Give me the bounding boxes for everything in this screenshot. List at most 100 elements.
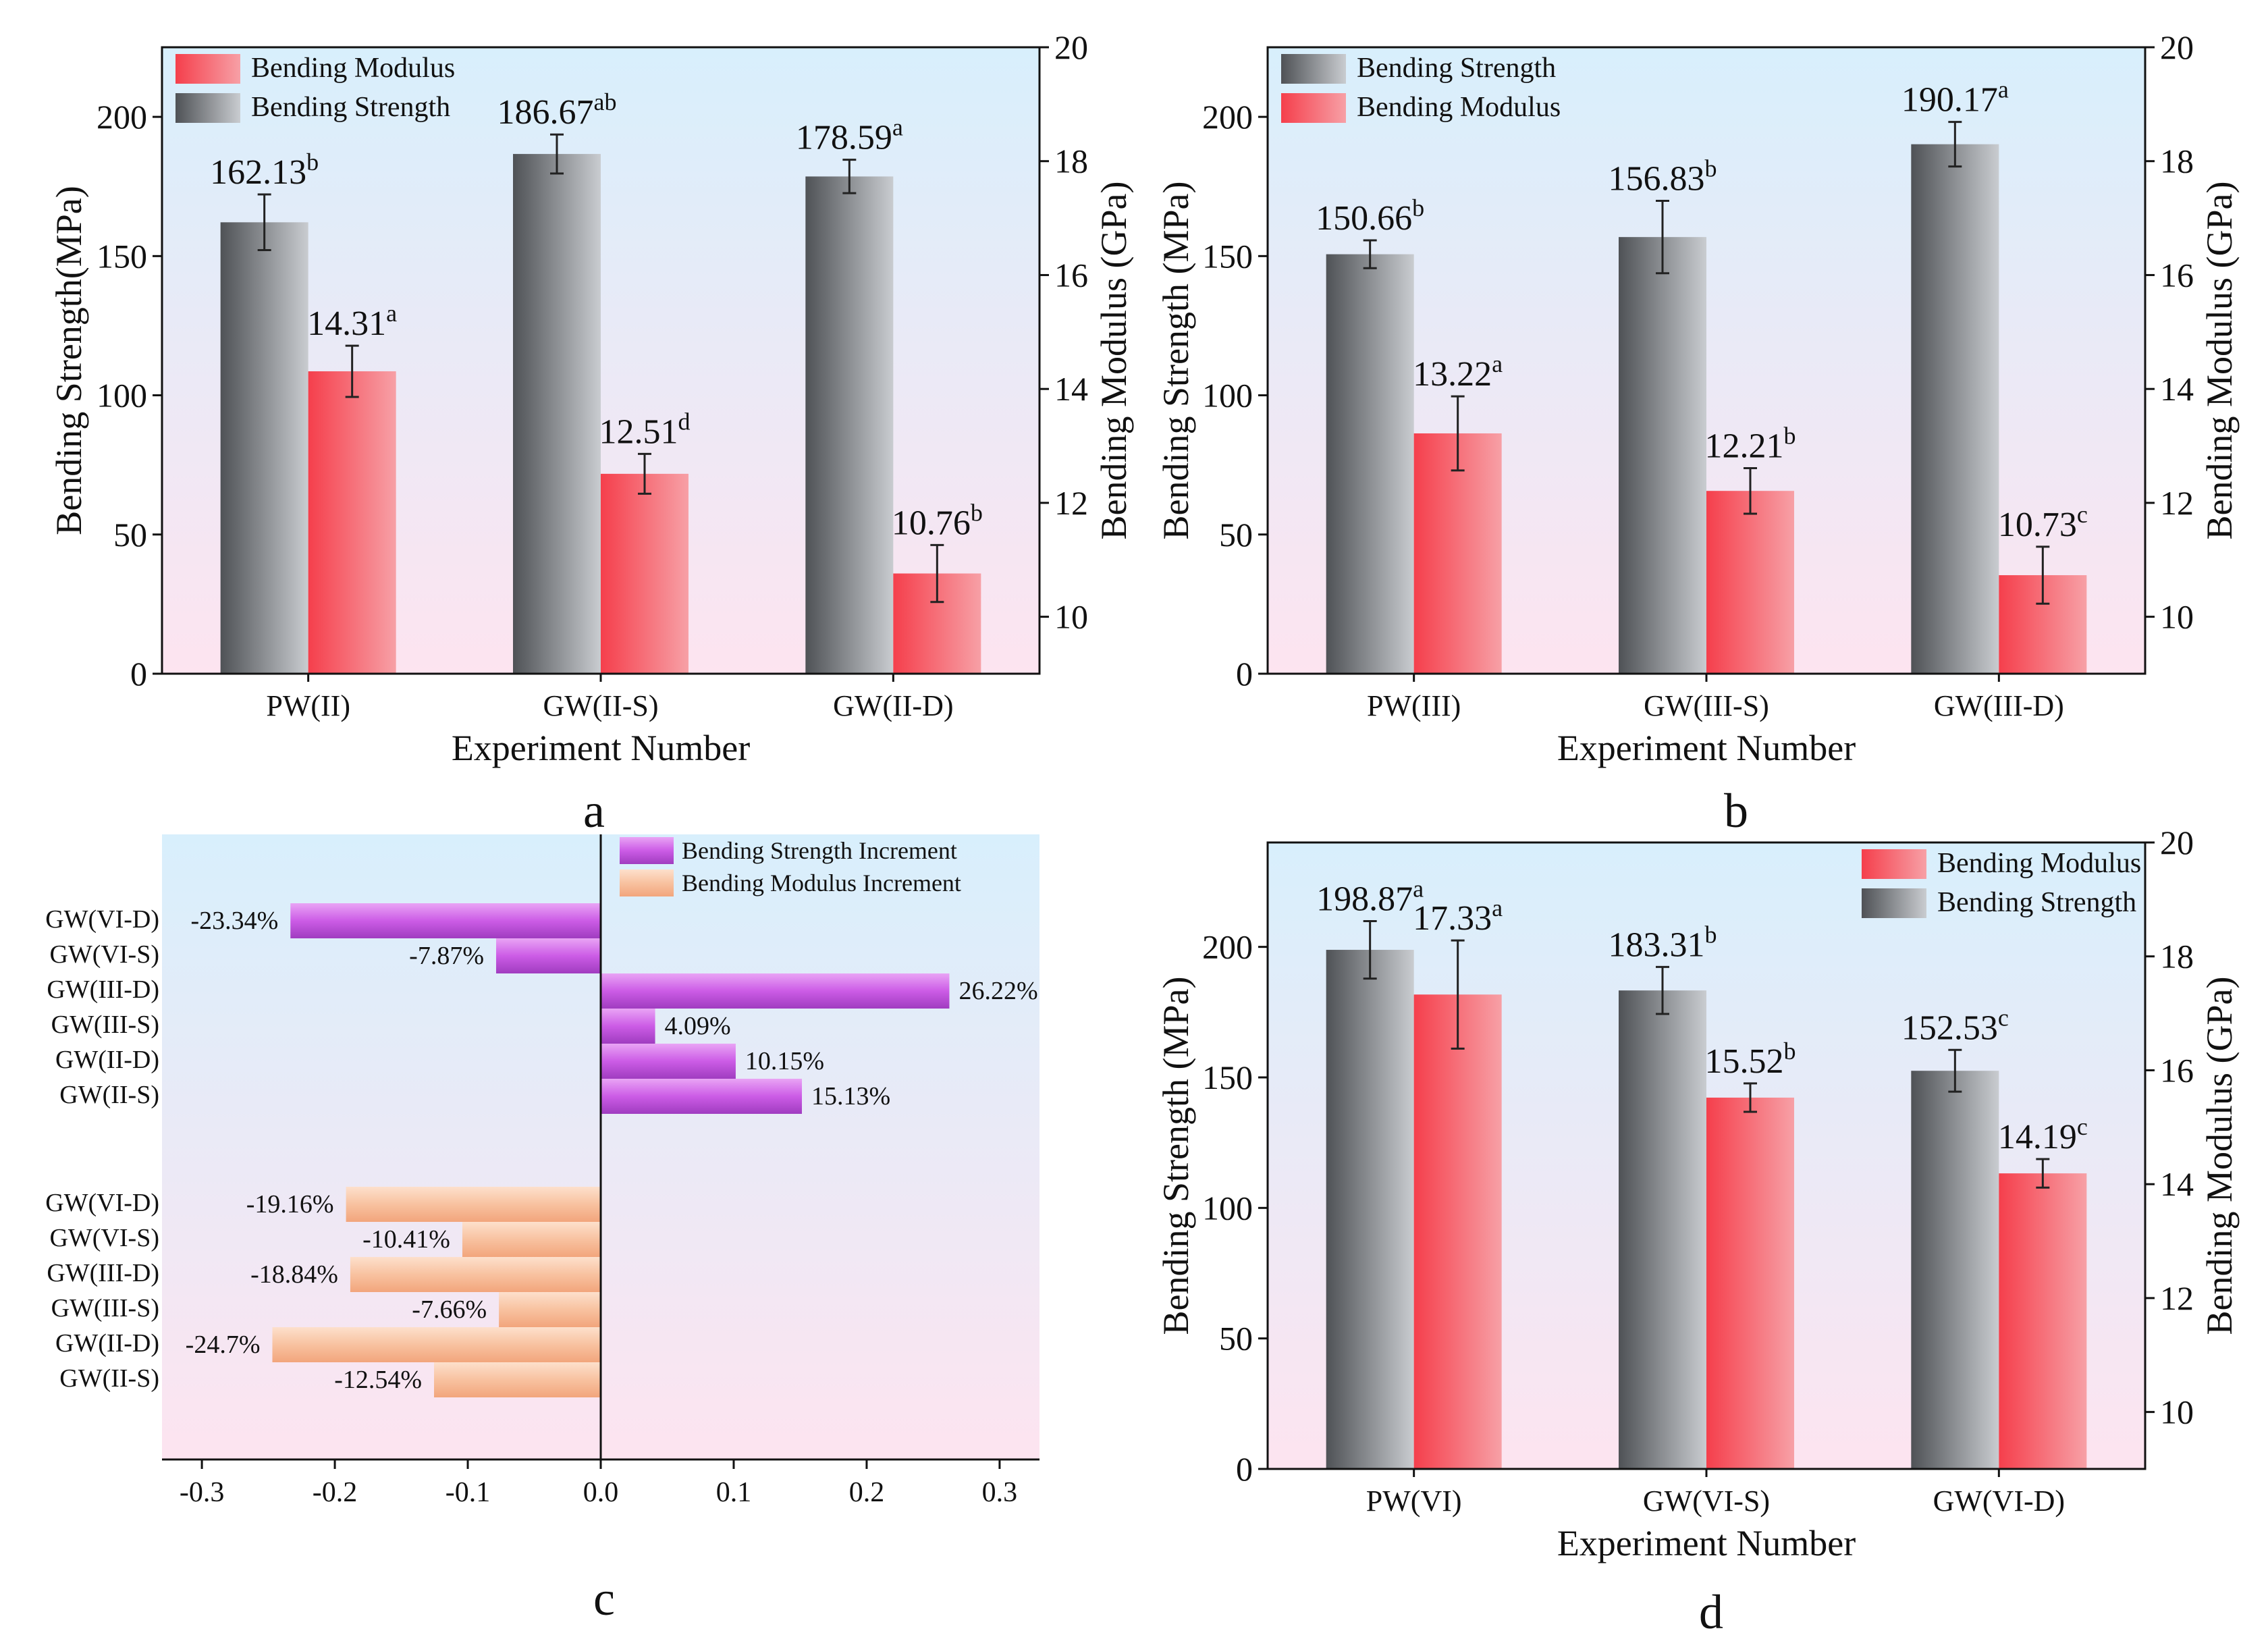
- strength-value: 186.67: [497, 93, 594, 132]
- modulus-data-label: 15.52b: [1705, 1038, 1796, 1081]
- modulus-increment-value-label: -18.84%: [250, 1260, 338, 1289]
- modulus-significance: d: [678, 408, 691, 435]
- strength-increment-value-label: 10.15%: [745, 1047, 824, 1075]
- x-axis-title: Experiment Number: [1557, 728, 1856, 768]
- strength-bar: [1911, 144, 1999, 674]
- modulus-significance: a: [1492, 894, 1503, 921]
- modulus-bar: [1999, 1173, 2087, 1469]
- modulus-value: 12.51: [599, 412, 678, 451]
- strength-data-label: 162.13b: [210, 149, 319, 192]
- x-tick-label: GW(VI-D): [1933, 1484, 2065, 1518]
- y-left-axis-title: Bending Strength (MPa): [1156, 977, 1196, 1335]
- panel-label-a: a: [583, 784, 605, 838]
- y-left-tick-label: 150: [1202, 1058, 1253, 1096]
- strength-significance: b: [1705, 155, 1717, 182]
- y-left-tick-label: 50: [113, 516, 147, 554]
- modulus-increment-bar: [462, 1222, 601, 1257]
- modulus-value: 14.31: [307, 304, 386, 343]
- legend-label-strength: Bending Strength: [251, 92, 450, 123]
- y-left-tick-label: 150: [97, 237, 147, 275]
- modulus-data-label: 10.73c: [1998, 501, 2088, 544]
- legend-swatch-modulus: [1281, 93, 1346, 123]
- x-axis-title: Experiment Number: [452, 728, 750, 768]
- y-right-tick-label: 16: [2160, 256, 2194, 294]
- category-label: GW(VI-D): [45, 1189, 159, 1217]
- modulus-value: 12.21: [1705, 427, 1784, 465]
- category-label: GW(II-S): [59, 1081, 159, 1109]
- modulus-data-label: 17.33a: [1413, 894, 1503, 938]
- strength-significance: b: [306, 149, 319, 176]
- strength-increment-bar: [495, 938, 601, 973]
- strength-data-label: 190.17a: [1901, 76, 2009, 119]
- y-right-tick-label: 18: [1054, 142, 1088, 180]
- y-right-tick-label: 14: [2160, 370, 2194, 408]
- strength-data-label: 156.83b: [1609, 155, 1717, 198]
- modulus-increment-value-label: -7.66%: [412, 1295, 487, 1324]
- x-tick-label: GW(III-S): [1644, 689, 1769, 722]
- legend-label-strength: Bending Strength: [1357, 53, 1556, 84]
- panel-c-chart: GW(VI-D) -23.34% GW(VI-S) -7.87% GW(III-D) 26…: [45, 834, 1040, 1626]
- y-left-tick-label: 50: [1219, 516, 1253, 554]
- panel-a-chart: 162.13b14.31aPW(II)186.67ab12.51dGW(II-S…: [49, 28, 1134, 838]
- legend-label-strength: Bending Strength: [1937, 887, 2136, 918]
- panel-label-d: d: [1699, 1585, 1723, 1635]
- modulus-increment-bar: [346, 1187, 601, 1222]
- legend-label-modulus: Bending Modulus: [251, 53, 455, 84]
- strength-significance: a: [892, 114, 903, 141]
- modulus-significance: c: [2077, 501, 2088, 528]
- x-tick-label: -0.3: [180, 1477, 225, 1508]
- strength-increment-bar: [601, 1044, 736, 1079]
- x-tick-label: PW(III): [1367, 689, 1461, 722]
- strength-value: 162.13: [210, 153, 306, 192]
- strength-data-label: 150.66b: [1316, 194, 1424, 238]
- y-right-tick-label: 20: [2160, 28, 2194, 66]
- modulus-increment-value-label: -24.7%: [186, 1331, 261, 1359]
- x-tick-label: 0.1: [716, 1477, 752, 1508]
- strength-increment-value-label: -23.34%: [190, 907, 278, 935]
- y-left-tick-label: 0: [130, 655, 147, 693]
- panel-b-chart: 150.66b13.22aPW(III)156.83b12.21bGW(III-…: [1156, 28, 2240, 838]
- category-label: GW(VI-S): [49, 1224, 159, 1252]
- y-right-tick-label: 20: [1054, 28, 1088, 66]
- modulus-significance: b: [971, 499, 983, 526]
- y-left-tick-label: 0: [1236, 1450, 1253, 1488]
- y-right-tick-label: 18: [2160, 142, 2194, 180]
- strength-significance: b: [1705, 921, 1717, 948]
- legend-swatch-modulus: [176, 54, 240, 84]
- category-label: GW(II-S): [59, 1364, 159, 1393]
- x-tick-label: GW(II-D): [833, 689, 953, 722]
- y-right-tick-label: 12: [1054, 484, 1088, 522]
- modulus-significance: c: [2077, 1113, 2088, 1140]
- strength-increment-value-label: 4.09%: [665, 1012, 731, 1040]
- y-right-tick-label: 10: [1054, 598, 1088, 636]
- category-label: GW(III-S): [51, 1294, 159, 1322]
- y-right-tick-label: 10: [2160, 598, 2194, 636]
- y-right-tick-label: 12: [2160, 484, 2194, 522]
- legend-swatch-strength: [1862, 888, 1926, 918]
- plot-frame: [161, 46, 1041, 675]
- y-left-tick-label: 200: [1202, 98, 1253, 136]
- modulus-value: 14.19: [1998, 1118, 2077, 1156]
- panel-label-b: b: [1724, 784, 1748, 838]
- strength-increment-bar: [601, 1009, 655, 1044]
- strength-bar: [1619, 990, 1706, 1469]
- x-axis-title: Experiment Number: [1557, 1523, 1856, 1563]
- category-label: GW(III-S): [51, 1011, 159, 1039]
- strength-value: 152.53: [1901, 1009, 1998, 1047]
- y-right-axis-title: Bending Modulus (GPa): [2199, 977, 2240, 1335]
- category-label: GW(III-D): [47, 975, 159, 1004]
- strength-bar: [220, 222, 308, 674]
- modulus-bar: [1413, 994, 1502, 1469]
- modulus-value: 10.76: [892, 504, 971, 542]
- strength-increment-bar: [601, 1079, 803, 1114]
- legend-label-modulus: Bending Modulus: [1937, 848, 2141, 879]
- modulus-value: 13.22: [1413, 355, 1492, 394]
- modulus-value: 10.73: [1998, 506, 2077, 544]
- x-tick-label: GW(VI-S): [1643, 1484, 1770, 1518]
- modulus-bar: [308, 371, 396, 674]
- modulus-increment-value-label: -12.54%: [334, 1366, 422, 1394]
- strength-data-label: 198.87a: [1316, 876, 1424, 919]
- strength-increment-bar: [290, 903, 601, 938]
- category-label: GW(III-D): [47, 1259, 159, 1287]
